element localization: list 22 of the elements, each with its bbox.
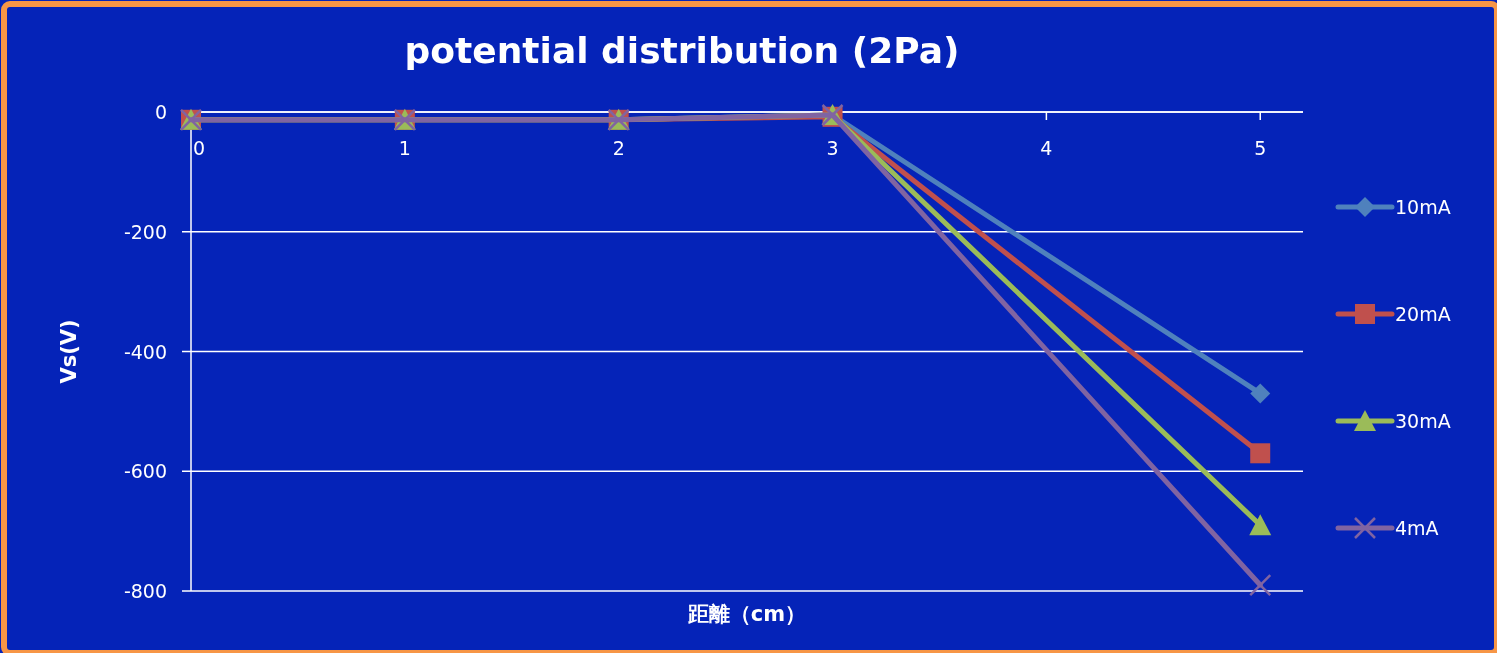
point (1248, 573, 1272, 597)
point (1249, 514, 1272, 536)
legend-label: 30mA (1395, 410, 1451, 432)
x-tick-label: 3 (826, 137, 839, 159)
y-tick-label: -800 (123, 580, 167, 602)
x-tick-label: 0 (192, 137, 206, 159)
y-tick-label: -200 (123, 220, 167, 243)
point (1250, 383, 1271, 404)
x-axis-title: 距離（cm） (686, 602, 807, 626)
y-axis-title: Vs(V) (57, 319, 81, 384)
legend-label: 10mA (1395, 196, 1451, 218)
y-tick-label: -600 (123, 460, 167, 483)
chart-title: potential distribution (2Pa) (404, 30, 960, 71)
x-tick-label: 1 (398, 137, 411, 159)
y-tick-label: -400 (123, 340, 167, 363)
x-tick-label: 4 (1040, 137, 1053, 159)
legend-label: 20mA (1395, 303, 1451, 325)
y-tick-label: 0 (154, 101, 167, 123)
x-tick-label: 2 (612, 137, 625, 159)
legend-label: 4mA (1395, 517, 1439, 539)
x-tick-label: 5 (1254, 137, 1267, 159)
point (1250, 443, 1271, 464)
